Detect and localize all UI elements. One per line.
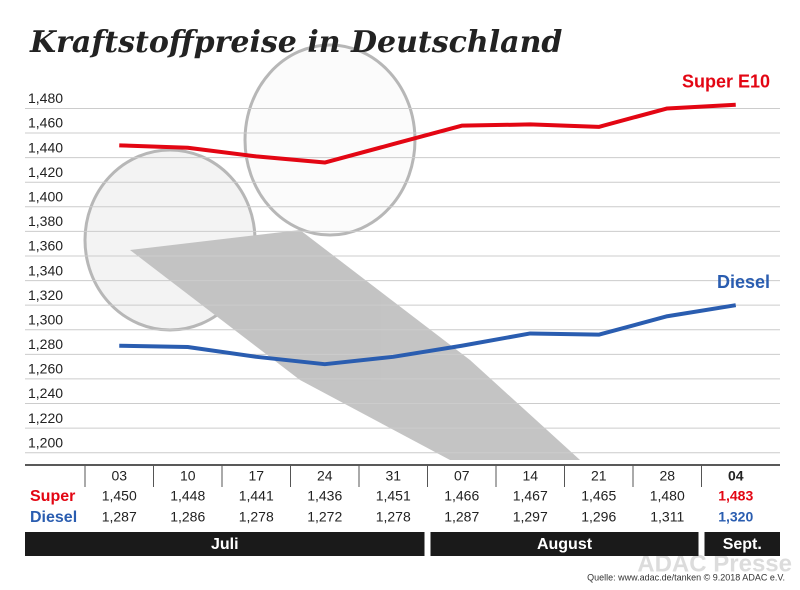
value-label: 1,287 xyxy=(102,509,137,525)
month-label: August xyxy=(537,536,593,553)
y-tick-label: 1,380 xyxy=(28,213,63,229)
value-label: 1,287 xyxy=(444,509,479,525)
x-tick-label: 03 xyxy=(111,468,127,484)
y-tick-label: 1,480 xyxy=(28,90,63,106)
value-label: 1,448 xyxy=(170,488,205,504)
series-line xyxy=(119,303,737,367)
x-tick-label: 31 xyxy=(385,468,401,484)
x-tick-label: 07 xyxy=(454,468,470,484)
x-tick-label: 04 xyxy=(728,468,744,484)
month-bar xyxy=(25,532,425,556)
y-tick-label: 1,220 xyxy=(28,410,63,426)
month-label: Sept. xyxy=(723,536,762,553)
month-bar xyxy=(430,532,699,556)
series-label: Diesel xyxy=(717,272,770,292)
value-label: 1,441 xyxy=(239,488,274,504)
series-label: Super E10 xyxy=(682,72,770,92)
value-label: 1,278 xyxy=(376,509,411,525)
value-label: 1,278 xyxy=(239,509,274,525)
y-tick-label: 1,360 xyxy=(28,238,63,254)
series-line xyxy=(119,102,736,165)
y-tick-label: 1,340 xyxy=(28,262,63,278)
value-label: 1,451 xyxy=(376,488,411,504)
y-tick-label: 1,280 xyxy=(28,336,63,352)
value-label: 1,297 xyxy=(513,509,548,525)
y-tick-label: 1,240 xyxy=(28,385,63,401)
x-tick-label: 17 xyxy=(248,468,264,484)
value-label: 1,296 xyxy=(581,509,616,525)
source: Quelle: www.adac.de/tanken © 9.2018 ADAC… xyxy=(587,572,785,582)
row-label: Diesel xyxy=(30,509,77,526)
value-label: 1,320 xyxy=(718,509,753,525)
x-tick-label: 10 xyxy=(180,468,196,484)
y-tick-label: 1,460 xyxy=(28,115,63,131)
x-tick-label: 24 xyxy=(317,468,333,484)
pump-illustration xyxy=(83,43,580,460)
x-tick-label: 21 xyxy=(591,468,607,484)
value-label: 1,480 xyxy=(650,488,685,504)
value-label: 1,467 xyxy=(513,488,548,504)
value-label: 1,272 xyxy=(307,509,342,525)
month-label: Juli xyxy=(211,536,239,553)
value-label: 1,483 xyxy=(718,488,753,504)
x-tick-label: 28 xyxy=(659,468,675,484)
y-tick-label: 1,400 xyxy=(28,189,63,205)
value-label: 1,311 xyxy=(650,509,684,525)
y-tick-label: 1,300 xyxy=(28,311,63,327)
row-label: Super xyxy=(30,488,75,505)
y-tick-label: 1,320 xyxy=(28,287,63,303)
month-bar xyxy=(704,532,780,556)
value-label: 1,466 xyxy=(444,488,479,504)
value-label: 1,450 xyxy=(102,488,137,504)
value-label: 1,436 xyxy=(307,488,342,504)
y-tick-label: 1,420 xyxy=(28,164,63,180)
value-label: 1,286 xyxy=(170,509,205,525)
y-tick-label: 1,200 xyxy=(28,434,63,450)
chart-title: Kraftstoffpreise in Deutschland xyxy=(29,25,562,60)
y-tick-label: 1,440 xyxy=(28,139,63,155)
y-tick-label: 1,260 xyxy=(28,361,63,377)
x-tick-label: 14 xyxy=(522,468,538,484)
value-label: 1,465 xyxy=(581,488,616,504)
